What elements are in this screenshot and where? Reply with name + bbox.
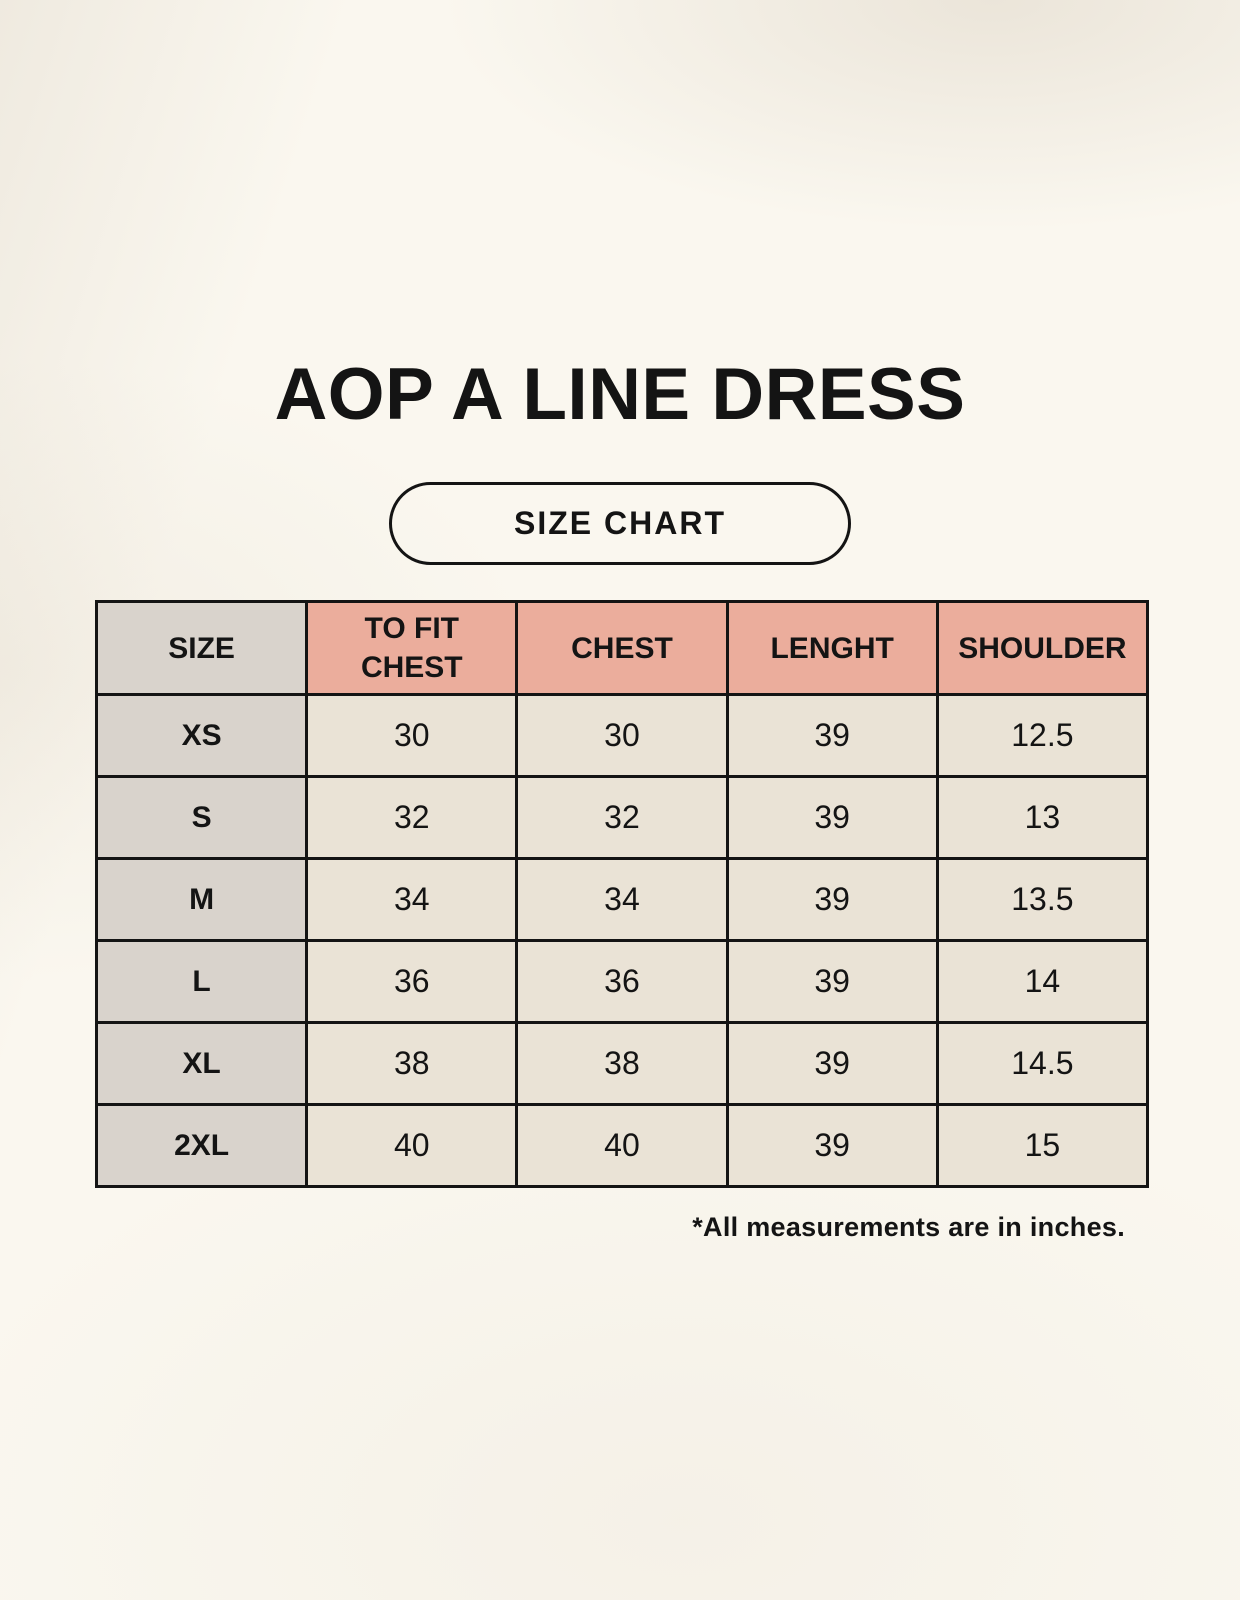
size-cell: L <box>94 939 309 1024</box>
table-row-xs: XS 30 30 39 12.5 <box>94 693 1150 778</box>
value-cell: 36 <box>515 939 729 1024</box>
value-cell: 40 <box>305 1103 519 1188</box>
value-cell: 30 <box>515 693 729 778</box>
value-cell: 30 <box>305 693 519 778</box>
value-cell: 39 <box>725 1103 939 1188</box>
size-cell: XL <box>94 1021 309 1106</box>
column-header-shoulder: SHOULDER <box>935 600 1150 696</box>
table-row-2xl: 2XL 40 40 39 15 <box>94 1103 1150 1188</box>
value-cell: 14 <box>935 939 1150 1024</box>
value-cell: 39 <box>725 939 939 1024</box>
size-cell: M <box>94 857 309 942</box>
column-header-chest: CHEST <box>515 600 729 696</box>
value-cell: 34 <box>515 857 729 942</box>
value-cell: 34 <box>305 857 519 942</box>
value-cell: 39 <box>725 1021 939 1106</box>
value-cell: 32 <box>305 775 519 860</box>
value-cell: 38 <box>515 1021 729 1106</box>
value-cell: 13 <box>935 775 1150 860</box>
table-row-xl: XL 38 38 39 14.5 <box>94 1021 1150 1106</box>
column-header-size: SIZE <box>94 600 309 696</box>
column-header-lenght: LENGHT <box>725 600 939 696</box>
value-cell: 40 <box>515 1103 729 1188</box>
value-cell: 39 <box>725 775 939 860</box>
value-cell: 39 <box>725 693 939 778</box>
value-cell: 36 <box>305 939 519 1024</box>
value-cell: 32 <box>515 775 729 860</box>
product-title: AOP A LINE DRESS <box>274 354 966 435</box>
table-row-m: M 34 34 39 13.5 <box>94 857 1150 942</box>
value-cell: 38 <box>305 1021 519 1106</box>
size-cell: XS <box>94 693 309 778</box>
size-cell: 2XL <box>94 1103 309 1188</box>
value-cell: 12.5 <box>935 693 1150 778</box>
table-row-l: L 36 36 39 14 <box>94 939 1150 1024</box>
table-row-s: S 32 32 39 13 <box>94 775 1150 860</box>
size-chart-table: SIZE TO FIT CHEST CHEST LENGHT SHOULDER … <box>94 600 1150 1188</box>
value-cell: 13.5 <box>935 857 1150 942</box>
size-cell: S <box>94 775 309 860</box>
size-chart-badge: SIZE CHART <box>389 482 851 565</box>
measurements-footnote: *All measurements are in inches. <box>692 1212 1125 1242</box>
value-cell: 39 <box>725 857 939 942</box>
size-chart-badge-label: SIZE CHART <box>514 505 726 541</box>
column-header-to-fit-chest: TO FIT CHEST <box>305 600 519 696</box>
value-cell: 14.5 <box>935 1021 1150 1106</box>
value-cell: 15 <box>935 1103 1150 1188</box>
header-row: SIZE TO FIT CHEST CHEST LENGHT SHOULDER <box>94 600 1150 696</box>
